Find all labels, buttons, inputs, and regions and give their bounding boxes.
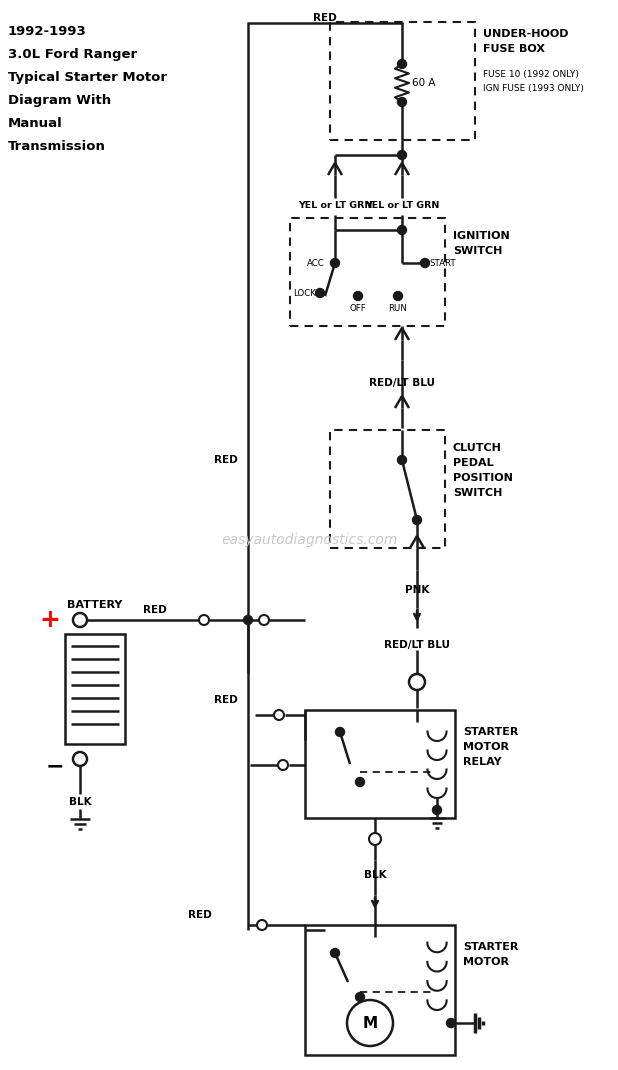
Text: IGN FUSE (1993 ONLY): IGN FUSE (1993 ONLY) [483, 83, 584, 92]
Text: RED/LT BLU: RED/LT BLU [369, 378, 435, 388]
Text: +: + [40, 608, 61, 632]
Text: Typical Starter Motor: Typical Starter Motor [8, 71, 167, 85]
Text: MOTOR: MOTOR [463, 957, 509, 967]
Text: STARTER: STARTER [463, 727, 519, 737]
Text: BATTERY: BATTERY [67, 600, 123, 610]
Text: UNDER-HOOD: UNDER-HOOD [483, 29, 569, 39]
Text: easyautodiagnostics.com: easyautodiagnostics.com [222, 533, 398, 547]
Circle shape [355, 778, 365, 786]
Text: PNK: PNK [405, 585, 429, 595]
Text: RED: RED [143, 605, 167, 615]
Text: STARTER: STARTER [463, 942, 519, 952]
Circle shape [274, 710, 284, 720]
Circle shape [331, 259, 339, 268]
Bar [305, 710, 455, 817]
Circle shape [433, 806, 441, 814]
Text: POSITION: POSITION [453, 473, 513, 483]
Text: YEL or LT GRN: YEL or LT GRN [365, 200, 439, 210]
Text: Diagram With: Diagram With [8, 94, 111, 107]
Text: BLK: BLK [69, 797, 91, 807]
Text: RED: RED [188, 910, 212, 920]
Bar [290, 218, 445, 326]
Text: 60 A: 60 A [412, 78, 436, 88]
Text: RUN: RUN [389, 304, 407, 312]
Circle shape [397, 151, 407, 159]
Text: RED/LT BLU: RED/LT BLU [384, 640, 450, 649]
Circle shape [397, 60, 407, 68]
Text: M: M [362, 1015, 378, 1030]
Circle shape [353, 291, 363, 301]
Circle shape [355, 993, 365, 1002]
Text: BLK: BLK [363, 870, 386, 880]
Text: FUSE 10 (1992 ONLY): FUSE 10 (1992 ONLY) [483, 70, 579, 78]
Text: SWITCH: SWITCH [453, 488, 502, 498]
Circle shape [257, 920, 267, 930]
Circle shape [316, 289, 324, 297]
Text: START: START [429, 259, 455, 268]
Text: Manual: Manual [8, 117, 63, 129]
Text: RED: RED [214, 455, 238, 465]
Circle shape [73, 752, 87, 766]
Text: 3.0L Ford Ranger: 3.0L Ford Ranger [8, 48, 137, 61]
Text: 1992-1993: 1992-1993 [8, 25, 87, 39]
Circle shape [397, 456, 407, 464]
Text: PEDAL: PEDAL [453, 458, 494, 468]
Text: RED: RED [313, 13, 337, 22]
Circle shape [259, 615, 269, 625]
Circle shape [397, 97, 407, 107]
Text: −: − [46, 756, 64, 776]
Text: CLUTCH: CLUTCH [453, 443, 502, 453]
Circle shape [420, 259, 430, 268]
Circle shape [394, 291, 402, 301]
Bar [330, 430, 445, 548]
Circle shape [347, 1000, 393, 1046]
Circle shape [331, 948, 339, 958]
Circle shape [397, 226, 407, 234]
Text: FUSE BOX: FUSE BOX [483, 44, 545, 54]
Circle shape [73, 613, 87, 627]
Text: ACC: ACC [307, 259, 325, 268]
Text: IGNITION: IGNITION [453, 231, 510, 241]
Bar [65, 635, 125, 744]
Circle shape [199, 615, 209, 625]
Circle shape [409, 674, 425, 690]
Bar [305, 924, 455, 1055]
Circle shape [243, 615, 253, 625]
Text: Transmission: Transmission [8, 140, 106, 153]
Circle shape [278, 760, 288, 770]
Text: MOTOR: MOTOR [463, 742, 509, 752]
Text: LOCK: LOCK [293, 289, 316, 297]
Circle shape [369, 834, 381, 845]
Text: RED: RED [214, 696, 238, 705]
Circle shape [336, 728, 344, 736]
Circle shape [446, 1019, 455, 1027]
Text: OFF: OFF [350, 304, 366, 312]
Text: YEL or LT GRN: YEL or LT GRN [298, 200, 372, 210]
Text: SWITCH: SWITCH [453, 246, 502, 256]
Text: RELAY: RELAY [463, 756, 502, 767]
Circle shape [412, 516, 421, 524]
Bar [330, 22, 475, 140]
